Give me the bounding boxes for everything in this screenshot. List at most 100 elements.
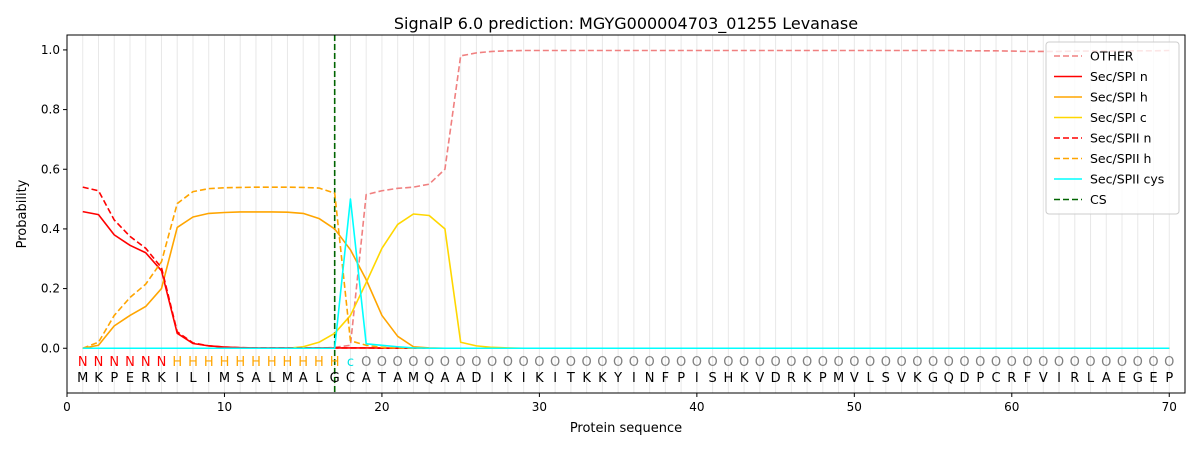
sequence-letter: I (522, 371, 526, 386)
y-tick-label: 1.0 (41, 43, 60, 57)
annotation-letter: O (975, 355, 985, 370)
annotation-letter: O (959, 355, 969, 370)
legend-label: CS (1090, 192, 1107, 207)
sequence-letter: Q (424, 371, 434, 386)
annotation-letter: O (1148, 355, 1158, 370)
sequence-letter: A (1102, 371, 1111, 386)
annotation-letter: O (1085, 355, 1095, 370)
annotation-letter: O (471, 355, 481, 370)
annotation-letter: O (865, 355, 875, 370)
annotation-letter: O (1007, 355, 1017, 370)
annotation-letter: O (1101, 355, 1111, 370)
legend-label: Sec/SPII n (1090, 131, 1151, 146)
annotation-letter: O (566, 355, 576, 370)
annotation-letter: O (456, 355, 466, 370)
sequence-letter: A (393, 371, 402, 386)
annotation-letter: c (347, 355, 354, 370)
sequence-letter: K (504, 371, 513, 386)
y-axis-label: Probability (15, 179, 30, 248)
annotation-letter: N (157, 355, 167, 370)
annotation-letter: O (1038, 355, 1048, 370)
annotation-letter: O (723, 355, 733, 370)
sequence-letter: E (126, 371, 134, 386)
annotation-letter: O (896, 355, 906, 370)
sequence-letter: C (346, 371, 355, 386)
sequence-letter: G (1133, 371, 1143, 386)
sequence-letter: S (708, 371, 716, 386)
annotation-letter: H (283, 355, 293, 370)
sequence-letter: E (1118, 371, 1126, 386)
sequence-letter: A (440, 371, 449, 386)
annotation-letter: O (645, 355, 655, 370)
sequence-letter: S (236, 371, 244, 386)
sequence-letter: F (662, 371, 669, 386)
annotation-letter: O (424, 355, 434, 370)
annotation-letter: O (1070, 355, 1080, 370)
sequence-letter: R (1007, 371, 1016, 386)
annotation-letter: O (503, 355, 513, 370)
annotation-letter: N (109, 355, 119, 370)
annotation-letter: H (220, 355, 230, 370)
annotation-letter: O (802, 355, 812, 370)
sequence-letter: M (833, 371, 844, 386)
x-tick-label: 40 (689, 400, 704, 414)
sequence-letter: A (362, 371, 371, 386)
annotation-letter: N (94, 355, 104, 370)
annotation-letter: H (298, 355, 308, 370)
sequence-letter: K (803, 371, 812, 386)
sequence-letter: D (960, 371, 970, 386)
sequence-letter: H (723, 371, 733, 386)
sequence-letter: F (1024, 371, 1031, 386)
x-tick-label: 50 (847, 400, 862, 414)
x-tick-label: 0 (63, 400, 71, 414)
annotation-letter: O (1117, 355, 1127, 370)
sequence-letter: G (330, 371, 340, 386)
annotation-letter: O (928, 355, 938, 370)
annotation-letter: O (912, 355, 922, 370)
annotation-letter: O (660, 355, 670, 370)
annotation-letter: O (739, 355, 749, 370)
annotation-letter: H (188, 355, 198, 370)
legend-box (1045, 41, 1180, 215)
annotation-letter: O (408, 355, 418, 370)
series-line-2 (82, 211, 1170, 350)
sequence-letter: M (282, 371, 293, 386)
y-ticks: 0.0 0.2 0.4 0.6 0.8 1.0 (41, 43, 67, 355)
annotation-letter: O (582, 355, 592, 370)
legend-label: Sec/SPI c (1090, 110, 1147, 125)
annotation-letter: O (377, 355, 387, 370)
sequence-layer: NMNKNPNENRNKHIHLHIHMHSHAHLHMHAHLHGcCOAOT… (77, 355, 1174, 386)
sequence-letter: I (175, 371, 179, 386)
sequence-letter: I (1057, 371, 1061, 386)
annotation-letter: O (440, 355, 450, 370)
y-tick-label: 0.4 (41, 222, 60, 236)
annotation-letter: O (1022, 355, 1032, 370)
annotation-letter: H (204, 355, 214, 370)
sequence-letter: E (1149, 371, 1157, 386)
sequence-letter: K (740, 371, 749, 386)
sequence-letter: L (1087, 371, 1095, 386)
annotation-letter: H (314, 355, 324, 370)
plot-frame (66, 34, 1186, 394)
sequence-letter: V (755, 371, 764, 386)
legend-label: OTHER (1090, 49, 1134, 64)
sequence-letter: D (771, 371, 781, 386)
series-layer (82, 49, 1170, 350)
sequence-letter: I (695, 371, 699, 386)
sequence-letter: I (207, 371, 211, 386)
y-tick-label: 0.2 (41, 282, 60, 296)
grid-lines (82, 35, 1170, 393)
annotation-letter: H (251, 355, 261, 370)
sequence-letter: K (535, 371, 544, 386)
annotation-letter: H (267, 355, 277, 370)
annotation-letter: O (849, 355, 859, 370)
annotation-letter: O (755, 355, 765, 370)
y-tick-label: 0.6 (41, 162, 60, 176)
sequence-letter: Y (613, 371, 622, 386)
sequence-letter: K (913, 371, 922, 386)
annotation-letter: O (519, 355, 529, 370)
sequence-letter: P (976, 371, 984, 386)
annotation-letter: O (833, 355, 843, 370)
annotation-letter: O (629, 355, 639, 370)
